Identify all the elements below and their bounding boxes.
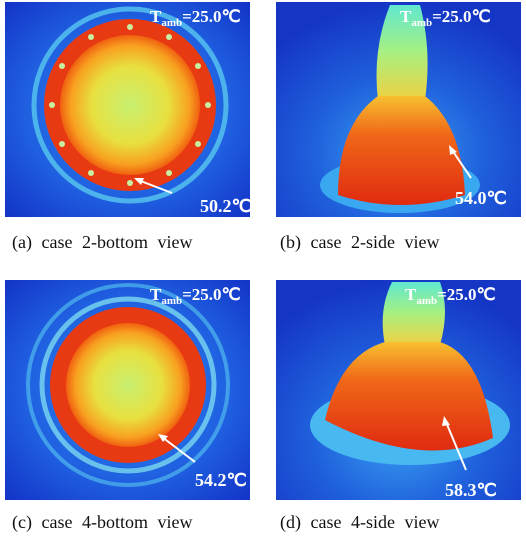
max-temperature: 54.2℃ (195, 470, 247, 490)
caption: (a) case 2-bottom view (12, 232, 192, 253)
subscript: amb (411, 17, 432, 29)
symbol: T (405, 285, 417, 304)
subscript: amb (161, 295, 182, 307)
max-temperature: 58.3℃ (445, 480, 497, 500)
caption: (d) case 4-side view (280, 512, 439, 533)
thermal-image (276, 280, 521, 500)
symbol: T (150, 285, 162, 304)
thermal-image (276, 2, 521, 217)
caption: (c) case 4-bottom view (12, 512, 192, 533)
thermal-image (5, 2, 250, 217)
max-temperature: 50.2℃ (200, 196, 252, 216)
symbol: T (150, 7, 162, 26)
value: =25.0℃ (182, 7, 241, 26)
value: =25.0℃ (182, 285, 241, 304)
caption: (b) case 2-side view (280, 232, 439, 253)
subscript: amb (416, 295, 437, 307)
subscript: amb (161, 17, 182, 29)
symbol: T (400, 7, 412, 26)
value: =25.0℃ (432, 7, 491, 26)
figure: Tamb=25.0℃50.2℃(a) case 2-bottom viewTam… (0, 0, 526, 544)
max-temperature: 54.0℃ (455, 188, 507, 208)
thermal-image (5, 280, 250, 500)
value: =25.0℃ (437, 285, 496, 304)
